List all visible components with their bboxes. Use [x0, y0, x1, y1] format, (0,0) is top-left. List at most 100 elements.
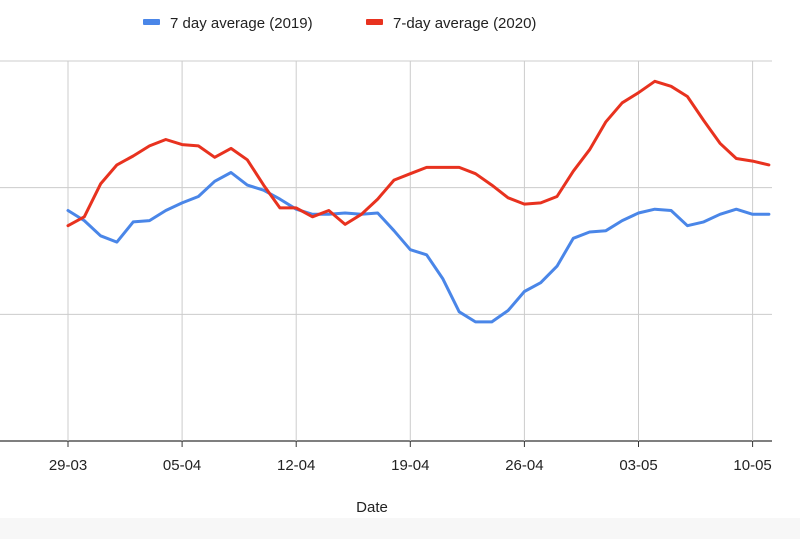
data-point: [474, 172, 477, 175]
x-axis-title: Date: [356, 499, 388, 516]
data-point: [197, 144, 200, 147]
bottom-bar: [0, 518, 800, 539]
x-tick-label: 29-03: [49, 457, 87, 474]
data-point: [360, 213, 363, 216]
data-point: [393, 179, 396, 182]
data-point: [115, 163, 118, 166]
data-point: [278, 206, 281, 209]
data-point: [99, 182, 102, 185]
data-point: [702, 220, 705, 223]
data-point: [458, 166, 461, 169]
series-lines: [66, 79, 771, 324]
data-point: [458, 310, 461, 313]
gridlines: [0, 60, 772, 442]
data-point: [653, 208, 656, 211]
legend: 7 day average (2019) 7-day average (2020): [143, 15, 536, 32]
x-tick-label: 19-04: [391, 457, 429, 474]
legend-swatch: [366, 19, 383, 25]
data-point: [164, 138, 167, 141]
data-point: [83, 219, 86, 222]
data-point: [344, 212, 347, 215]
data-point: [637, 212, 640, 215]
series-line-2: [66, 79, 771, 228]
x-tick-label: 03-05: [619, 457, 657, 474]
data-point: [115, 241, 118, 244]
data-point: [474, 320, 477, 323]
data-point: [523, 290, 526, 293]
data-point: [246, 158, 249, 161]
legend-label: 7-day average (2020): [393, 15, 536, 32]
data-point: [735, 157, 738, 160]
data-point: [751, 160, 754, 163]
data-point: [262, 184, 265, 187]
data-point: [702, 119, 705, 122]
data-point: [425, 166, 428, 169]
data-point: [409, 248, 412, 251]
data-point: [262, 189, 265, 192]
data-point: [751, 213, 754, 216]
data-point: [230, 147, 233, 150]
data-point: [295, 206, 298, 209]
data-point: [409, 172, 412, 175]
data-point: [653, 80, 656, 83]
data-point: [621, 219, 624, 222]
data-point: [376, 212, 379, 215]
data-point: [637, 91, 640, 94]
x-tick-label: 10-05: [733, 457, 771, 474]
data-point: [572, 237, 575, 240]
data-point: [344, 223, 347, 226]
data-point: [148, 219, 151, 222]
data-point: [83, 215, 86, 218]
data-point: [539, 281, 542, 284]
data-point: [148, 144, 151, 147]
data-point: [425, 253, 428, 256]
data-point: [376, 198, 379, 201]
x-tick-label: 26-04: [505, 457, 543, 474]
data-point: [278, 198, 281, 201]
data-point: [686, 224, 689, 227]
data-point: [67, 209, 70, 212]
data-point: [164, 209, 167, 212]
data-point: [230, 171, 233, 174]
data-point: [767, 163, 770, 166]
data-point: [181, 143, 184, 146]
data-point: [588, 231, 591, 234]
data-point: [507, 196, 510, 199]
data-point: [735, 208, 738, 211]
data-point: [670, 209, 673, 212]
data-point: [132, 155, 135, 158]
data-point: [441, 166, 444, 169]
x-tick-label: 05-04: [163, 457, 201, 474]
data-point: [572, 170, 575, 173]
data-point: [604, 229, 607, 232]
data-point: [327, 209, 330, 212]
data-point: [246, 184, 249, 187]
data-point: [719, 142, 722, 145]
data-point: [556, 195, 559, 198]
data-point: [99, 234, 102, 237]
data-point: [588, 148, 591, 151]
data-point: [767, 213, 770, 216]
data-point: [67, 224, 70, 227]
data-point: [556, 265, 559, 268]
data-point: [213, 156, 216, 159]
data-point: [490, 320, 493, 323]
data-point: [604, 120, 607, 123]
data-point: [441, 277, 444, 280]
data-point: [181, 201, 184, 204]
data-point: [523, 203, 526, 206]
data-point: [670, 85, 673, 88]
data-point: [197, 195, 200, 198]
legend-swatch: [143, 19, 160, 25]
data-point: [213, 180, 216, 183]
data-point: [621, 101, 624, 104]
x-tick-label: 12-04: [277, 457, 315, 474]
data-point: [686, 95, 689, 98]
data-point: [719, 213, 722, 216]
data-point: [311, 215, 314, 218]
data-point: [132, 220, 135, 223]
legend-label: 7 day average (2019): [170, 15, 313, 32]
data-point: [393, 229, 396, 232]
